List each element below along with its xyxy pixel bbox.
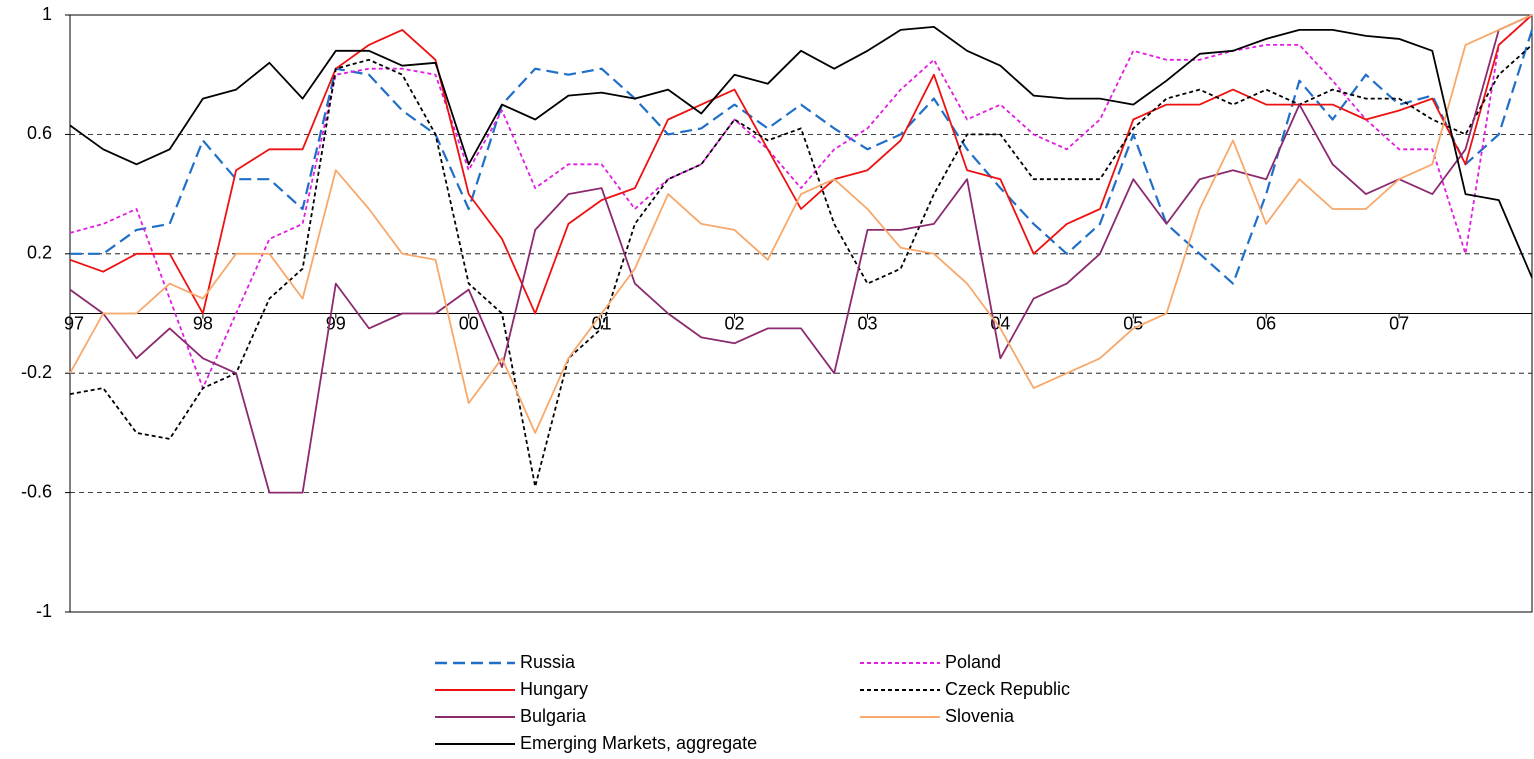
series-line bbox=[69, 14, 1533, 434]
y-tick-label: -0.2 bbox=[21, 362, 52, 382]
x-tick-label: 98 bbox=[193, 313, 213, 333]
series-line bbox=[69, 26, 1533, 279]
x-tick-label: 97 bbox=[64, 313, 84, 333]
x-tick-label: 03 bbox=[857, 313, 877, 333]
y-tick-label: -0.6 bbox=[21, 481, 52, 501]
legend-label: Slovenia bbox=[945, 706, 1015, 726]
y-tick-label: 0.6 bbox=[27, 123, 52, 143]
legend-label: Bulgaria bbox=[520, 706, 587, 726]
y-tick-label: 0.2 bbox=[27, 243, 52, 263]
x-tick-label: 05 bbox=[1123, 313, 1143, 333]
x-tick-label: 07 bbox=[1389, 313, 1409, 333]
legend-label: Russia bbox=[520, 652, 576, 672]
x-tick-label: 06 bbox=[1256, 313, 1276, 333]
legend-label: Hungary bbox=[520, 679, 588, 699]
series-line bbox=[69, 14, 1533, 389]
y-tick-label: 1 bbox=[42, 4, 52, 24]
legend-label: Czeck Republic bbox=[945, 679, 1070, 699]
x-tick-label: 01 bbox=[592, 313, 612, 333]
y-tick-label: -1 bbox=[36, 601, 52, 621]
series-line bbox=[69, 14, 1533, 315]
x-tick-label: 00 bbox=[459, 313, 479, 333]
legend-label: Poland bbox=[945, 652, 1001, 672]
x-tick-label: 02 bbox=[725, 313, 745, 333]
legend-label: Emerging Markets, aggregate bbox=[520, 733, 757, 753]
series-line bbox=[69, 44, 1533, 488]
series-line bbox=[69, 14, 1533, 494]
series-line bbox=[70, 29, 1534, 285]
